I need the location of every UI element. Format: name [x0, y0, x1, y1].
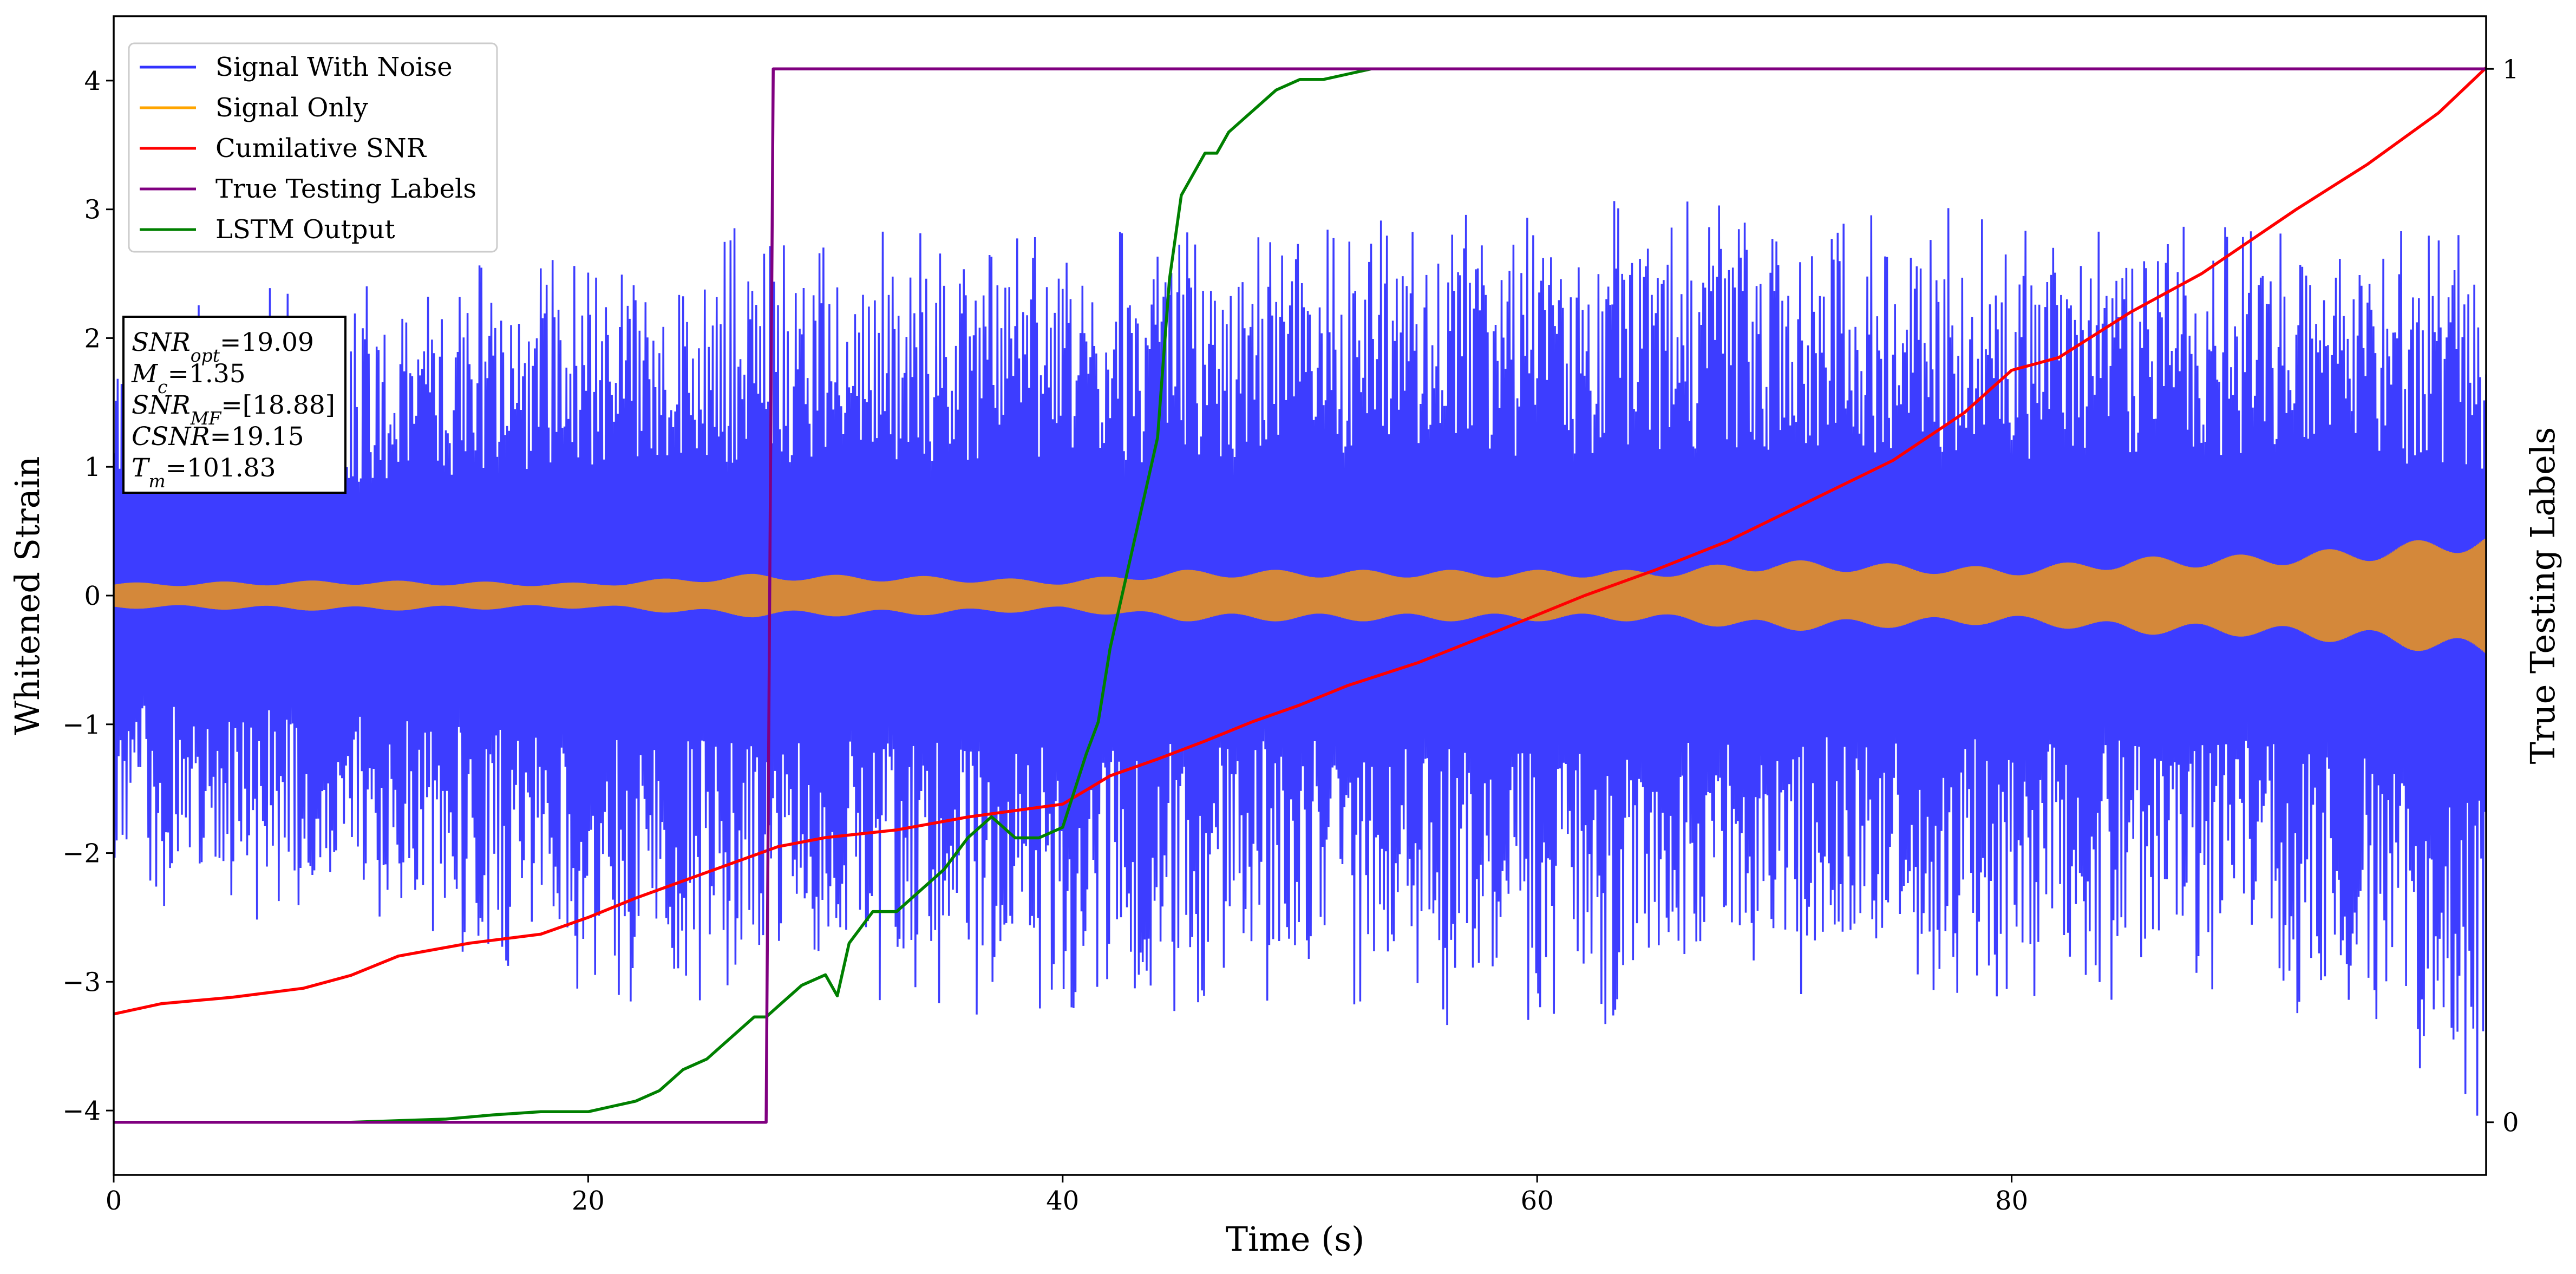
x-tick-label: 0 — [106, 1186, 122, 1216]
annotation-frame — [122, 316, 346, 494]
legend-label: LSTM Output — [215, 214, 395, 245]
legend-items: Signal With Noise Signal Only Cumilative S… — [140, 52, 476, 245]
legend-label: Signal Only — [215, 93, 368, 123]
y-tick-label: 0 — [84, 581, 101, 611]
y2-tick-label: 1 — [2502, 54, 2519, 84]
annotation-line: Tm=101.83 — [132, 453, 276, 492]
annotation-box: SNRopt=19.09Mc=1.35SNRMF=[18.88]CSNR=19.… — [122, 316, 346, 494]
series-signal-with-noise — [114, 201, 2486, 1116]
annotation-line: SNRopt=19.09 — [132, 328, 314, 366]
legend-label: Cumilative SNR — [215, 133, 427, 164]
series-cumilative-snr — [114, 67, 2486, 1016]
series-signal-only — [114, 537, 2486, 654]
x-axis-label: Time (s) — [1226, 1219, 1365, 1259]
legend: Signal With Noise Signal Only Cumilative S… — [128, 42, 498, 253]
annotation-lines: SNRopt=19.09Mc=1.35SNRMF=[18.88]CSNR=19.… — [131, 328, 335, 492]
series-true-testing-labels — [114, 67, 2486, 1124]
y-tick-label: −3 — [62, 967, 101, 997]
series-lstm-output — [114, 67, 2486, 1124]
y-tick-label: 1 — [84, 452, 101, 482]
legend-box — [128, 42, 498, 253]
y-tick-label: 3 — [84, 195, 101, 225]
x-tick-label: 80 — [1995, 1186, 2028, 1216]
y2-axis-label: True Testing Labels — [2523, 427, 2562, 765]
annotation-line: Mc=1.35 — [131, 359, 246, 397]
y-tick-label: 2 — [84, 323, 101, 354]
annotation-line: CSNR=19.15 — [132, 422, 304, 452]
x-tick-label: 60 — [1521, 1186, 1554, 1216]
x-tick-label: 20 — [572, 1186, 605, 1216]
y2-tick-label: 0 — [2502, 1108, 2519, 1138]
annotation-line: SNRMF=[18.88] — [132, 390, 335, 429]
y-tick-label: −2 — [62, 839, 101, 869]
x-tick-label: 40 — [1046, 1186, 1079, 1216]
y-tick-label: −4 — [62, 1096, 101, 1126]
y-tick-label: −1 — [62, 710, 101, 740]
legend-label: True Testing Labels — [215, 174, 476, 204]
plot-layer — [114, 67, 2486, 1124]
y-tick-label: 4 — [84, 66, 101, 96]
y-axis-label: Whitened Strain — [8, 456, 47, 735]
legend-label: Signal With Noise — [215, 52, 453, 82]
